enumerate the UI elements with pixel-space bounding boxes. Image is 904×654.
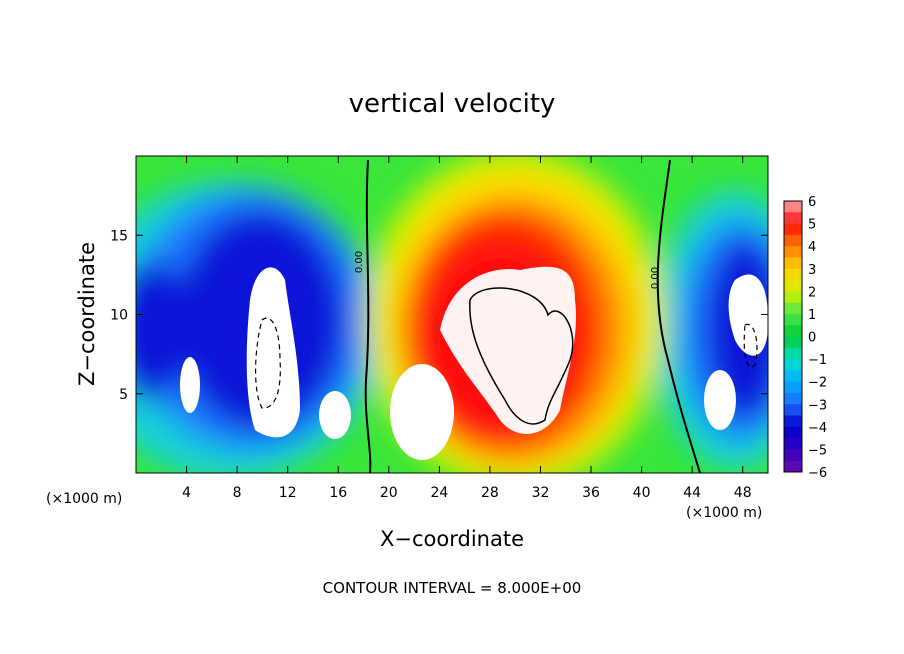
colorbar-swatch	[784, 201, 802, 213]
contour-label: 0.00	[354, 251, 365, 273]
colorbar-tick-label: 2	[808, 285, 816, 300]
colorbar-swatch	[784, 347, 802, 360]
x-unit-label-right: (×1000 m)	[686, 505, 762, 521]
colorbar-tick-label: 0	[808, 331, 816, 346]
colorbar-swatch	[784, 381, 802, 394]
x-unit-label: (×1000 m)	[46, 491, 122, 507]
colorbar-swatch	[784, 449, 802, 462]
x-tick-label: 36	[582, 485, 600, 501]
colorbar-swatch	[784, 325, 802, 337]
chart-title: vertical velocity	[349, 89, 556, 119]
colorbar-tick-label: 6	[808, 195, 816, 210]
x-tick-label: 12	[279, 485, 297, 501]
contour-interval-note: CONTOUR INTERVAL = 8.000E+00	[323, 579, 582, 597]
y-tick-label: 15	[110, 228, 128, 244]
colorbar-swatch	[784, 426, 802, 439]
colorbar-swatch	[784, 234, 802, 247]
colorbar: 6 5 4 3 2 1 0 −1 −2 −3 −4 −5 −6	[783, 195, 827, 481]
colorbar-tick-label: −3	[808, 398, 827, 413]
colorbar-tick-label: −2	[808, 376, 827, 391]
colorbar-swatch	[784, 280, 802, 292]
y-axis-label: Z−coordinate	[75, 242, 99, 386]
y-tick-label: 5	[119, 387, 128, 403]
colorbar-swatch	[784, 404, 802, 417]
heatmap-field	[136, 156, 768, 473]
colorbar-tick-label: 4	[808, 240, 816, 255]
colorbar-tick-label: −6	[808, 466, 827, 481]
colorbar-tick-label: 5	[808, 218, 816, 233]
x-tick-label: 20	[380, 485, 398, 501]
colorbar-swatch	[784, 415, 802, 428]
colorbar-swatch	[784, 460, 802, 473]
colorbar-swatch	[784, 268, 802, 281]
colorbar-swatch	[784, 257, 802, 270]
colorbar-swatch	[784, 291, 802, 304]
colorbar-swatch	[784, 336, 802, 349]
x-tick-label: 48	[734, 485, 752, 501]
colorbar-tick-label: −4	[808, 421, 827, 436]
colorbar-swatch	[784, 438, 802, 450]
x-tick-label: 8	[233, 485, 242, 501]
x-tick-label: 16	[329, 485, 347, 501]
x-tick-label: 44	[683, 485, 701, 501]
colorbar-swatch	[784, 223, 802, 236]
x-tick-label: 32	[532, 485, 550, 501]
colorbar-tick-label: −1	[808, 353, 827, 368]
colorbar-swatch	[784, 246, 802, 258]
colorbar-swatch	[784, 212, 802, 225]
colorbar-tick-label: 1	[808, 308, 816, 323]
colorbar-swatch	[784, 392, 802, 405]
colorbar-swatch	[784, 302, 802, 315]
x-tick-label: 4	[182, 485, 191, 501]
x-tick-label: 28	[481, 485, 499, 501]
x-axis-ticks: 4 8 12 16 20 24 28 32 36 40 44 48	[182, 156, 752, 501]
y-axis-ticks: 5 10 15	[110, 228, 768, 403]
colorbar-tick-label: −5	[808, 443, 827, 458]
colorbar-swatch	[784, 359, 802, 371]
colorbar-tick-label: 3	[808, 263, 816, 278]
colorbar-frame	[783, 200, 803, 473]
colorbar-swatch	[784, 370, 802, 383]
x-axis-label: X−coordinate	[380, 527, 524, 551]
x-tick-label: 24	[430, 485, 448, 501]
contour-label: 0.00	[650, 267, 661, 289]
y-tick-label: 10	[110, 308, 128, 324]
colorbar-swatch	[784, 313, 802, 326]
x-tick-label: 40	[633, 485, 651, 501]
